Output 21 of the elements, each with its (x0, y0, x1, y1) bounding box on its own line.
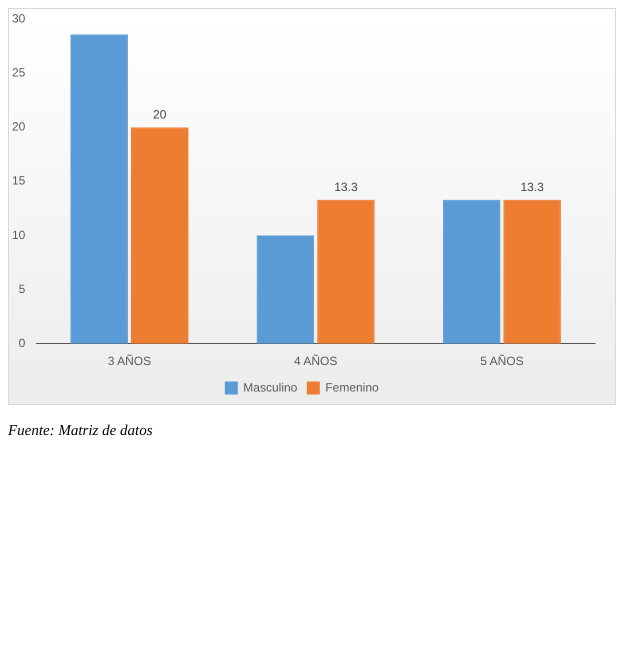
y-tick-label: 25 (12, 66, 26, 80)
source-note: Fuente: Matriz de datos (8, 423, 154, 440)
y-tick-label: 10 (12, 228, 26, 242)
y-tick-label: 15 (12, 174, 26, 188)
bar (70, 34, 128, 344)
data-label: 13.3 (334, 180, 358, 194)
y-tick-label: 0 (18, 336, 26, 350)
bar (256, 235, 314, 344)
data-label: 20 (153, 108, 167, 122)
x-tick-label: 4 AÑOS (294, 354, 338, 368)
y-tick-label: 20 (12, 120, 26, 134)
data-label: 13.3 (520, 180, 544, 194)
y-tick-label: 30 (12, 12, 26, 26)
bar (503, 200, 561, 344)
bar (442, 200, 500, 344)
legend-label: Masculino (243, 380, 298, 394)
bar (317, 200, 375, 344)
y-tick-label: 5 (18, 282, 26, 296)
legend-label: Femenino (325, 380, 380, 394)
x-tick-label: 3 AÑOS (108, 354, 152, 368)
x-tick-label: 5 AÑOS (480, 354, 524, 368)
